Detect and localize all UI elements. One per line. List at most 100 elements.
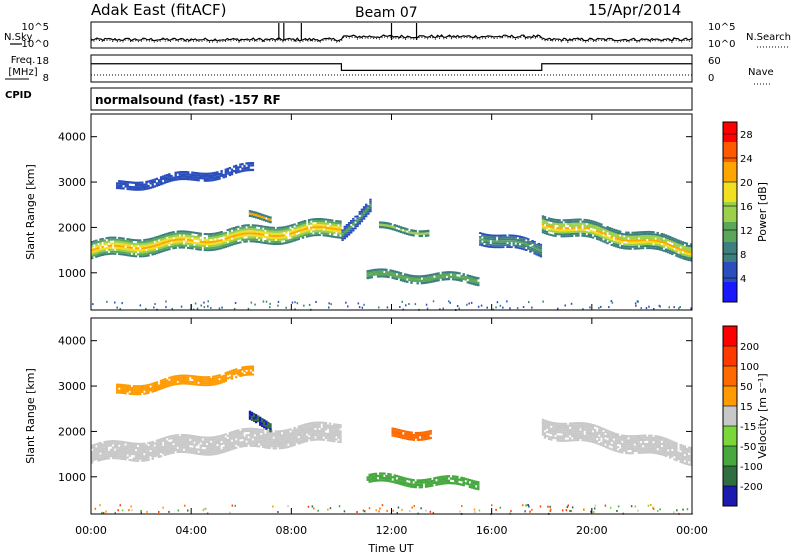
echo-cell [435, 483, 438, 486]
echo-cell [280, 234, 284, 237]
echo-cell [130, 389, 133, 391]
echo-cell [285, 444, 288, 447]
echo-cell [134, 457, 138, 460]
echo-cell [493, 244, 497, 247]
echo-cell [155, 452, 159, 455]
echo-cell [141, 241, 144, 244]
echo-cell [230, 243, 234, 246]
echo-cell [195, 375, 198, 378]
echo-cell [339, 424, 342, 427]
echo-cell [648, 241, 651, 243]
echo-cell [232, 243, 236, 246]
echo-cell [218, 247, 221, 250]
echo-cell [280, 238, 284, 241]
echo-cell [310, 422, 313, 425]
echo-cell [673, 441, 676, 444]
echo-cell [124, 386, 127, 389]
echo-cell [564, 439, 568, 442]
echo-cell [216, 244, 219, 247]
echo-cell [314, 226, 317, 229]
echo-cell [182, 438, 186, 441]
echo-cell [235, 242, 238, 245]
echo-cell [612, 444, 616, 447]
echo-cell [249, 365, 252, 368]
echo-cell [552, 234, 555, 237]
echo-cell [249, 440, 252, 443]
echo-cell [318, 421, 321, 424]
echo-cell [305, 435, 309, 438]
echo-cell [122, 388, 125, 391]
echo-cell [552, 226, 555, 229]
echo-cell [157, 247, 161, 250]
echo-cell [671, 453, 674, 456]
echo-cell [122, 243, 125, 246]
echo-cell [550, 228, 553, 231]
echo-cell [656, 246, 659, 248]
echo-cell [391, 225, 394, 228]
echo-cell [126, 384, 129, 387]
echo-cell [257, 419, 260, 423]
echo-cell [180, 442, 184, 445]
echo-cell [372, 472, 376, 476]
echo-cell [147, 456, 150, 459]
echo-cell [176, 175, 179, 179]
echo-cell [610, 233, 613, 236]
echo-cell [199, 246, 202, 249]
echo-cell [141, 181, 144, 184]
echo-cell [608, 436, 611, 439]
echo-cell [635, 237, 639, 240]
echo-cell [404, 232, 407, 235]
echo-cell [278, 436, 282, 439]
echo-cell [132, 457, 136, 460]
echo-cell [424, 481, 428, 484]
echo-cell [178, 242, 181, 245]
echo-cell [136, 247, 140, 250]
echo-cell [358, 213, 361, 215]
echo-cell [130, 391, 133, 393]
echo-cell [339, 232, 342, 235]
echo-cell [109, 242, 113, 245]
echo-cell [408, 485, 411, 488]
echo-cell [625, 452, 628, 455]
echo-cell [560, 429, 563, 432]
echo-cell [404, 273, 407, 276]
echo-cell [591, 424, 595, 427]
echo-cell [199, 380, 202, 382]
echo-cell [145, 185, 148, 188]
echo-cell [274, 230, 277, 233]
echo-cell [675, 459, 678, 462]
echo-cell [157, 235, 161, 238]
echo-cell [660, 453, 664, 456]
echo-cell [614, 229, 618, 232]
echo-cell [203, 174, 207, 178]
echo-cell [165, 306, 167, 309]
echo-cell [209, 449, 213, 452]
echo-cell [562, 235, 565, 238]
echo-cell [176, 448, 179, 451]
echo-cell [560, 233, 563, 236]
echo-cell [124, 458, 127, 461]
echo-cell [218, 239, 221, 242]
echo-cell [629, 443, 632, 446]
echo-cell [180, 238, 184, 241]
echo-cell [687, 259, 691, 262]
echo-cell [320, 434, 323, 437]
echo-cell [155, 389, 159, 392]
echo-cell [529, 250, 532, 253]
echo-cell [621, 449, 624, 452]
echo-cell [270, 236, 273, 239]
echo-cell [253, 240, 257, 243]
echo-cell [295, 441, 298, 444]
echo-cell [614, 443, 618, 446]
echo-cell [220, 247, 223, 250]
echo-cell [95, 451, 98, 454]
echo-cell [232, 436, 236, 439]
echo-cell [629, 245, 632, 248]
echo-cell [193, 171, 196, 175]
echo-cell [197, 232, 200, 235]
echo-cell [197, 238, 200, 241]
echo-cell [495, 244, 499, 247]
echo-cell [132, 186, 136, 189]
echo-cell [316, 423, 319, 426]
